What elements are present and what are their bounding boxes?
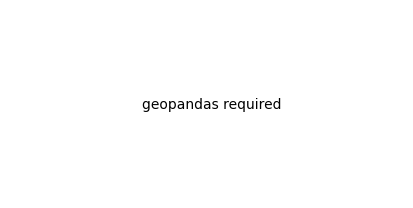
Text: geopandas required: geopandas required bbox=[142, 98, 281, 112]
